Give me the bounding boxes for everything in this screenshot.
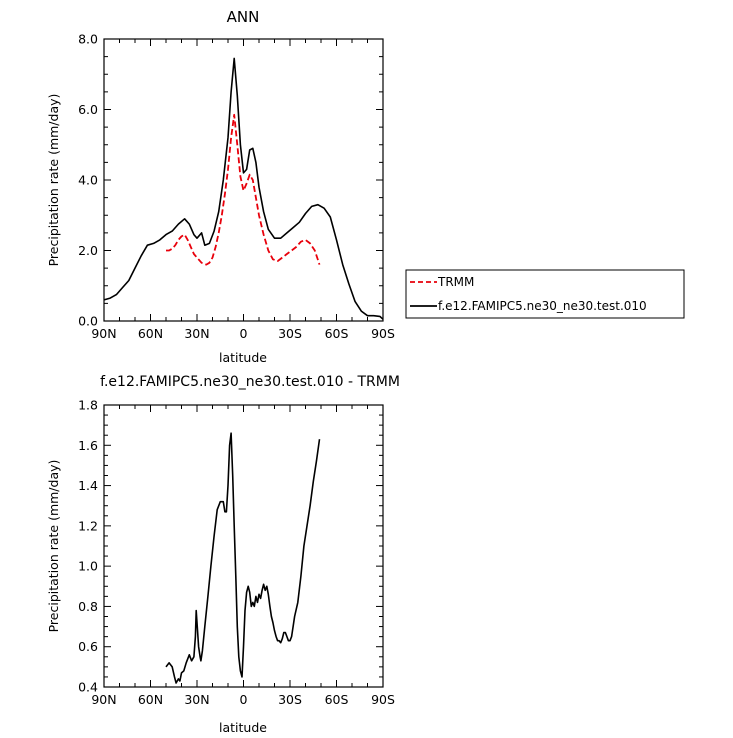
y-tick-label-bottom: 1.0 [78,559,98,574]
y-tick-label-bottom: 1.4 [78,478,98,493]
y-axis-label-bottom: Precipitation rate (mm/day) [46,460,61,633]
x-axis-label-top: latitude [219,350,267,365]
y-tick-label-bottom: 0.4 [78,680,98,695]
y-axis-label-top: Precipitation rate (mm/day) [46,94,61,267]
x-tick-label-top: 30N [184,326,209,341]
x-tick-label-bottom: 90N [91,692,116,707]
y-tick-label-top: 6.0 [78,102,98,117]
panel-annual-precipitation: ANN Precipitation rate (mm/day) latitude… [46,8,395,365]
axis-ticks-bottom: 90N 60N 30N 0 30S 60S 90S 0.4 0.6 0.8 1.0 1.2 1.4 1.6… [78,398,395,708]
axis-ticks-top: 90N 60N 30N 0 30S 60S 90S 0.0 2.0 4.0 6.0 8.0 [78,32,395,342]
legend-box [405,269,685,319]
y-tick-label-bottom: 0.8 [78,599,98,614]
panel-difference: f.e12.FAMIPC5.ne30_ne30.test.010 - TRMM … [46,374,400,735]
chart-title-ann: ANN [227,8,260,26]
x-tick-label-bottom: 30N [184,692,209,707]
y-tick-label-bottom: 1.8 [78,398,98,413]
series-line-trmm [166,113,321,266]
y-tick-label-top: 2.0 [78,243,98,258]
x-tick-label-top: 0 [240,326,248,341]
series-lines-top [103,57,384,320]
series-lines-bottom [165,432,321,684]
x-tick-label-bottom: 30S [278,692,302,707]
x-tick-label-top: 60S [325,326,349,341]
x-tick-label-top: 60N [138,326,163,341]
series-line-model [103,57,384,320]
x-axis-label-bottom: latitude [219,720,267,735]
y-tick-label-bottom: 1.6 [78,438,98,453]
legend-label-trmm: TRMM [437,275,474,289]
chart-title-difference: f.e12.FAMIPC5.ne30_ne30.test.010 - TRMM [100,374,400,390]
y-tick-label-bottom: 0.6 [78,639,98,654]
x-tick-label-bottom: 60N [138,692,163,707]
y-tick-label-top: 0.0 [78,314,98,329]
plot-frame-top [103,38,384,322]
x-tick-label-bottom: 90S [371,692,395,707]
legend: TRMM f.e12.FAMIPC5.ne30_ne30.test.010 [405,269,685,319]
x-tick-label-bottom: 0 [240,692,248,707]
x-tick-label-top: 90S [371,326,395,341]
x-tick-label-bottom: 60S [325,692,349,707]
x-tick-label-top: 30S [278,326,302,341]
y-tick-label-bottom: 1.2 [78,518,98,533]
series-line-difference [165,432,321,684]
y-tick-label-top: 8.0 [78,32,98,47]
y-tick-label-top: 4.0 [78,173,98,188]
x-tick-label-top: 90N [91,326,116,341]
legend-label-model: f.e12.FAMIPC5.ne30_ne30.test.010 [438,299,647,313]
